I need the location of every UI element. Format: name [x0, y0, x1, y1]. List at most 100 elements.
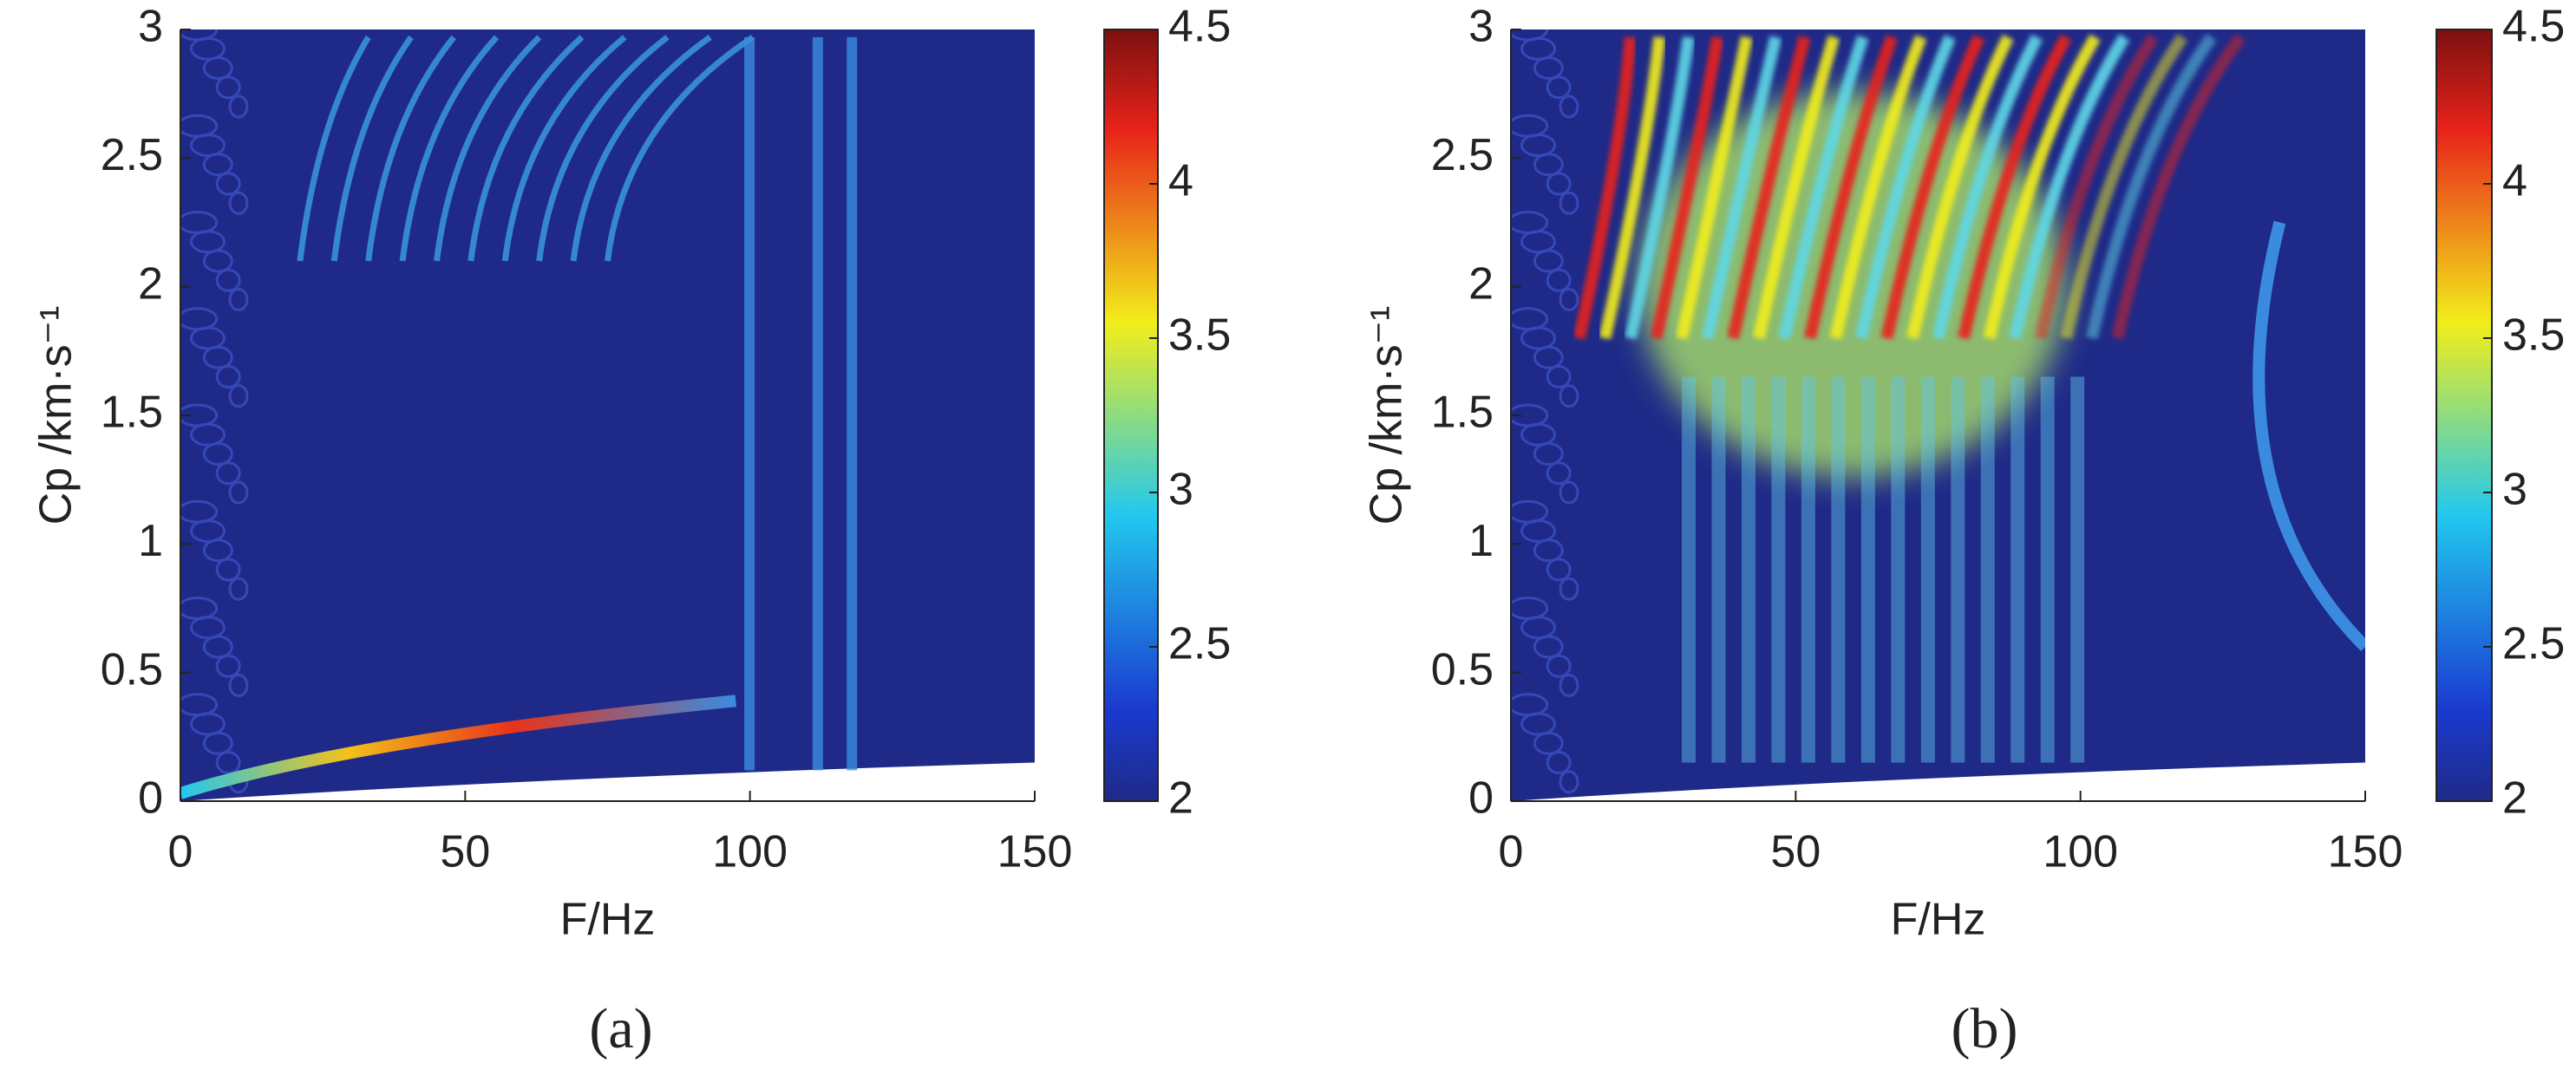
edge-circle	[202, 345, 233, 369]
dispersion-ridge	[2111, 33, 2246, 340]
dispersion-ridge	[1855, 35, 1956, 340]
dispersion-ridge	[1572, 36, 1637, 340]
edge-circle	[1559, 480, 1579, 505]
edge-circle	[1533, 345, 1564, 369]
x-tick-label: 50	[1770, 827, 1821, 877]
vertical-band	[1711, 376, 1726, 763]
edge-circle	[215, 654, 241, 678]
edge-circle	[1533, 731, 1564, 755]
vertical-band	[1682, 376, 1696, 763]
x-tick-label: 150	[997, 827, 1073, 877]
colorbar-tick-label: 2	[2502, 773, 2527, 824]
edge-circle	[190, 326, 226, 350]
dispersion-ridge	[2009, 34, 2130, 340]
edge-circle	[1546, 558, 1572, 582]
caption: (b)	[1952, 997, 2018, 1060]
y-tick-label: 1	[138, 516, 163, 566]
y-tick-label: 2.5	[101, 130, 163, 180]
dispersion-ridge	[1701, 36, 1782, 340]
dispersion-ridge	[1676, 36, 1753, 340]
edge-circle	[190, 712, 226, 736]
edge-circle	[1520, 230, 1557, 254]
vertical-band	[1771, 376, 1786, 763]
colorbar-tick-label: 4	[1168, 156, 1193, 206]
vertical-band	[1920, 376, 1935, 763]
y-tick-label: 0	[1468, 773, 1494, 824]
edge-circle	[1533, 538, 1564, 563]
dispersion-ridge	[365, 35, 456, 262]
colorbar-tick-label: 2	[1168, 773, 1193, 824]
dispersion-ridge	[467, 35, 585, 262]
vertical-band	[1831, 376, 1846, 763]
y-axis-label: Cp /km·s⁻¹	[31, 306, 82, 525]
edge-circle	[1546, 461, 1572, 486]
colorbar-tick-label: 4.5	[1168, 2, 1231, 52]
vertical-band	[2040, 376, 2055, 763]
y-tick-label: 2	[1468, 258, 1494, 309]
edge-circle	[1533, 249, 1564, 273]
vertical-band	[812, 36, 823, 771]
edge-circle	[1559, 288, 1579, 311]
edge-circle	[1559, 95, 1579, 119]
vertical-band	[1801, 376, 1815, 763]
edge-circle	[1520, 36, 1557, 61]
dispersion-ridge	[2060, 33, 2187, 340]
fundamental-mode	[180, 695, 736, 799]
dispersion-ridge	[1829, 35, 1927, 340]
edge-circle	[202, 56, 233, 80]
vertical-band	[2070, 376, 2085, 763]
colorbar-tick-label: 2.5	[2502, 619, 2565, 669]
dispersion-ridge	[1599, 36, 1666, 340]
x-tick-label: 100	[2043, 827, 2118, 877]
x-tick-label: 50	[440, 827, 490, 877]
edge-circle	[1520, 326, 1557, 350]
y-tick-label: 3	[138, 2, 163, 52]
y-tick-label: 1	[1468, 516, 1494, 566]
edge-circle	[1546, 268, 1572, 292]
dispersion-ridge	[1625, 36, 1695, 340]
edge-circle	[202, 538, 233, 563]
dispersion-ridge	[1752, 35, 1840, 340]
edge-circle	[190, 616, 226, 640]
dispersion-ridge	[1778, 35, 1869, 340]
edge-circle	[1546, 75, 1572, 100]
vertical-band	[1741, 376, 1755, 763]
dispersion-ridge	[1983, 34, 2101, 340]
y-tick-label: 1.5	[101, 388, 163, 438]
edge-circle	[215, 75, 241, 100]
colorbar-tick-label: 3	[1168, 465, 1193, 515]
colorbar	[1103, 29, 1159, 802]
edge-circle	[1559, 384, 1579, 408]
edge-circle	[202, 635, 233, 659]
edge-circle	[1546, 365, 1572, 388]
edge-circle	[1559, 191, 1579, 215]
edge-circle	[1520, 422, 1557, 447]
y-tick-label: 0	[138, 773, 163, 824]
x-tick-label: 100	[712, 827, 788, 877]
dispersion-ridge	[2034, 34, 2159, 340]
vertical-band	[1951, 376, 1965, 763]
vertical-band	[1891, 376, 1906, 763]
vertical-band	[744, 36, 755, 771]
edge-circle	[202, 153, 233, 177]
colorbar-tick-label: 3.5	[2502, 310, 2565, 361]
edge-circle	[202, 249, 233, 273]
vertical-band	[1980, 376, 1995, 763]
dispersion-ridge	[1958, 34, 2072, 340]
heatmap-image	[1511, 29, 2365, 801]
edge-circle	[1520, 712, 1557, 736]
y-axis-label: Cp /km·s⁻¹	[1362, 306, 1412, 525]
edge-circle	[190, 230, 226, 254]
y-tick-label: 2	[138, 258, 163, 309]
colorbar-tick-label: 4	[2502, 156, 2527, 206]
edge-circle	[1559, 577, 1579, 601]
edge-circle	[215, 461, 241, 486]
edge-circle	[1546, 654, 1572, 678]
y-tick-label: 2.5	[1431, 130, 1494, 180]
edge-circle	[228, 577, 249, 601]
x-tick-label: 0	[1499, 827, 1524, 877]
dispersion-ridge	[1650, 36, 1724, 340]
colorbar-tick-label: 4.5	[2502, 2, 2565, 52]
edge-circle	[190, 36, 226, 61]
